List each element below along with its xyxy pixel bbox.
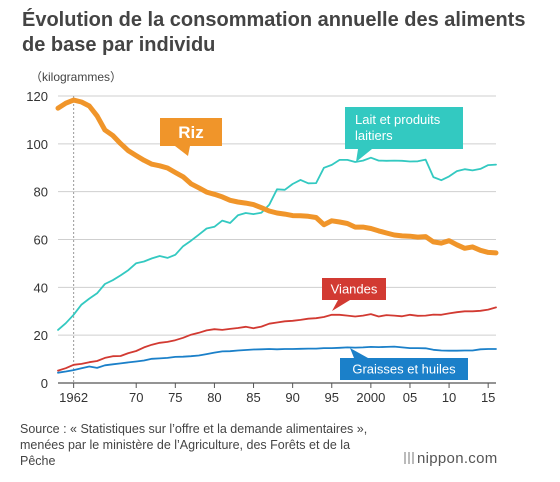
y-tick-label-6: 120 bbox=[26, 89, 48, 104]
series-label-box-3 bbox=[340, 358, 468, 380]
series-layer bbox=[55, 97, 499, 374]
y-tick-label-1: 20 bbox=[34, 328, 48, 343]
source-line-2: menées par le ministère de l’Agriculture… bbox=[20, 438, 351, 452]
series-label-text-3-0: Graisses et huiles bbox=[352, 362, 456, 377]
x-tick-label-0: 1962 bbox=[59, 390, 88, 405]
y-tick-label-4: 80 bbox=[34, 185, 48, 200]
series-label-3: Graisses et huiles bbox=[340, 348, 468, 380]
grid-layer bbox=[58, 95, 496, 384]
brand-mark-icon bbox=[404, 452, 414, 464]
source-line-3: Pêche bbox=[20, 454, 56, 468]
chart-title-line-1: Évolution de la consommation annuelle de… bbox=[22, 9, 526, 31]
series-label-text-2-0: Viandes bbox=[331, 282, 378, 297]
y-tick-label-0: 0 bbox=[41, 376, 48, 391]
x-tick-label-4: 85 bbox=[246, 390, 260, 405]
y-axis-unit-label: （kilogrammes） bbox=[30, 70, 123, 84]
series-label-pointer-2 bbox=[332, 300, 350, 311]
y-tick-label-5: 100 bbox=[26, 137, 48, 152]
x-tick-label-10: 15 bbox=[481, 390, 495, 405]
y-tick-label-3: 60 bbox=[34, 233, 48, 248]
series-label-box-2 bbox=[322, 278, 386, 300]
source-note: Source : « Statistiques sur l’offre et l… bbox=[20, 421, 420, 469]
brand-logo: nippon.com bbox=[404, 450, 498, 467]
x-tick-label-2: 75 bbox=[168, 390, 182, 405]
series-label-box-0 bbox=[160, 118, 222, 146]
series-label-pointer-0 bbox=[175, 146, 190, 156]
x-tick-label-9: 10 bbox=[442, 390, 456, 405]
series-line-2 bbox=[57, 306, 497, 372]
x-tick-label-8: 05 bbox=[403, 390, 417, 405]
x-tick-label-5: 90 bbox=[285, 390, 299, 405]
brand-name: nippon.com bbox=[417, 450, 498, 467]
y-tick-label-2: 40 bbox=[34, 280, 48, 295]
series-label-pointer-1 bbox=[356, 149, 372, 162]
axis-layer: 0 20 40 60 80 100 120 1962 70 75 80 85 90 95 2000 05 10 1… bbox=[26, 89, 495, 405]
x-tick-label-7: 2000 bbox=[356, 390, 385, 405]
x-tick-label-1: 70 bbox=[129, 390, 143, 405]
series-label-text-0-0: Riz bbox=[178, 123, 204, 142]
series-line-1 bbox=[57, 156, 497, 331]
chart-title-line-2: de base par individu bbox=[22, 34, 216, 56]
x-tick-label-3: 80 bbox=[207, 390, 221, 405]
line-chart: 0 20 40 60 80 100 120 1962 70 75 80 85 90 95 2000 05 10 1… bbox=[26, 89, 499, 405]
series-line-3 bbox=[57, 345, 497, 374]
series-label-pointer-3 bbox=[350, 348, 368, 358]
source-line-1: Source : « Statistiques sur l’offre et l… bbox=[20, 422, 368, 436]
chart-title: Évolution de la consommation annuelle de… bbox=[22, 8, 542, 58]
series-label-0: Riz bbox=[160, 118, 222, 156]
series-label-text-1-1: laitiers bbox=[355, 128, 393, 143]
series-label-text-1-0: Lait et produits bbox=[355, 112, 441, 127]
series-label-box-1 bbox=[345, 107, 463, 149]
x-tick-label-6: 95 bbox=[325, 390, 339, 405]
series-line-0 bbox=[55, 97, 499, 256]
series-label-2: Viandes bbox=[322, 278, 386, 311]
